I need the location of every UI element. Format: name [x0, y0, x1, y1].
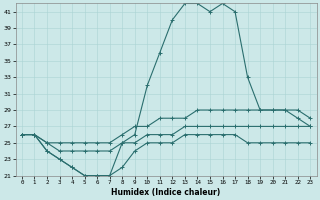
X-axis label: Humidex (Indice chaleur): Humidex (Indice chaleur)	[111, 188, 221, 197]
